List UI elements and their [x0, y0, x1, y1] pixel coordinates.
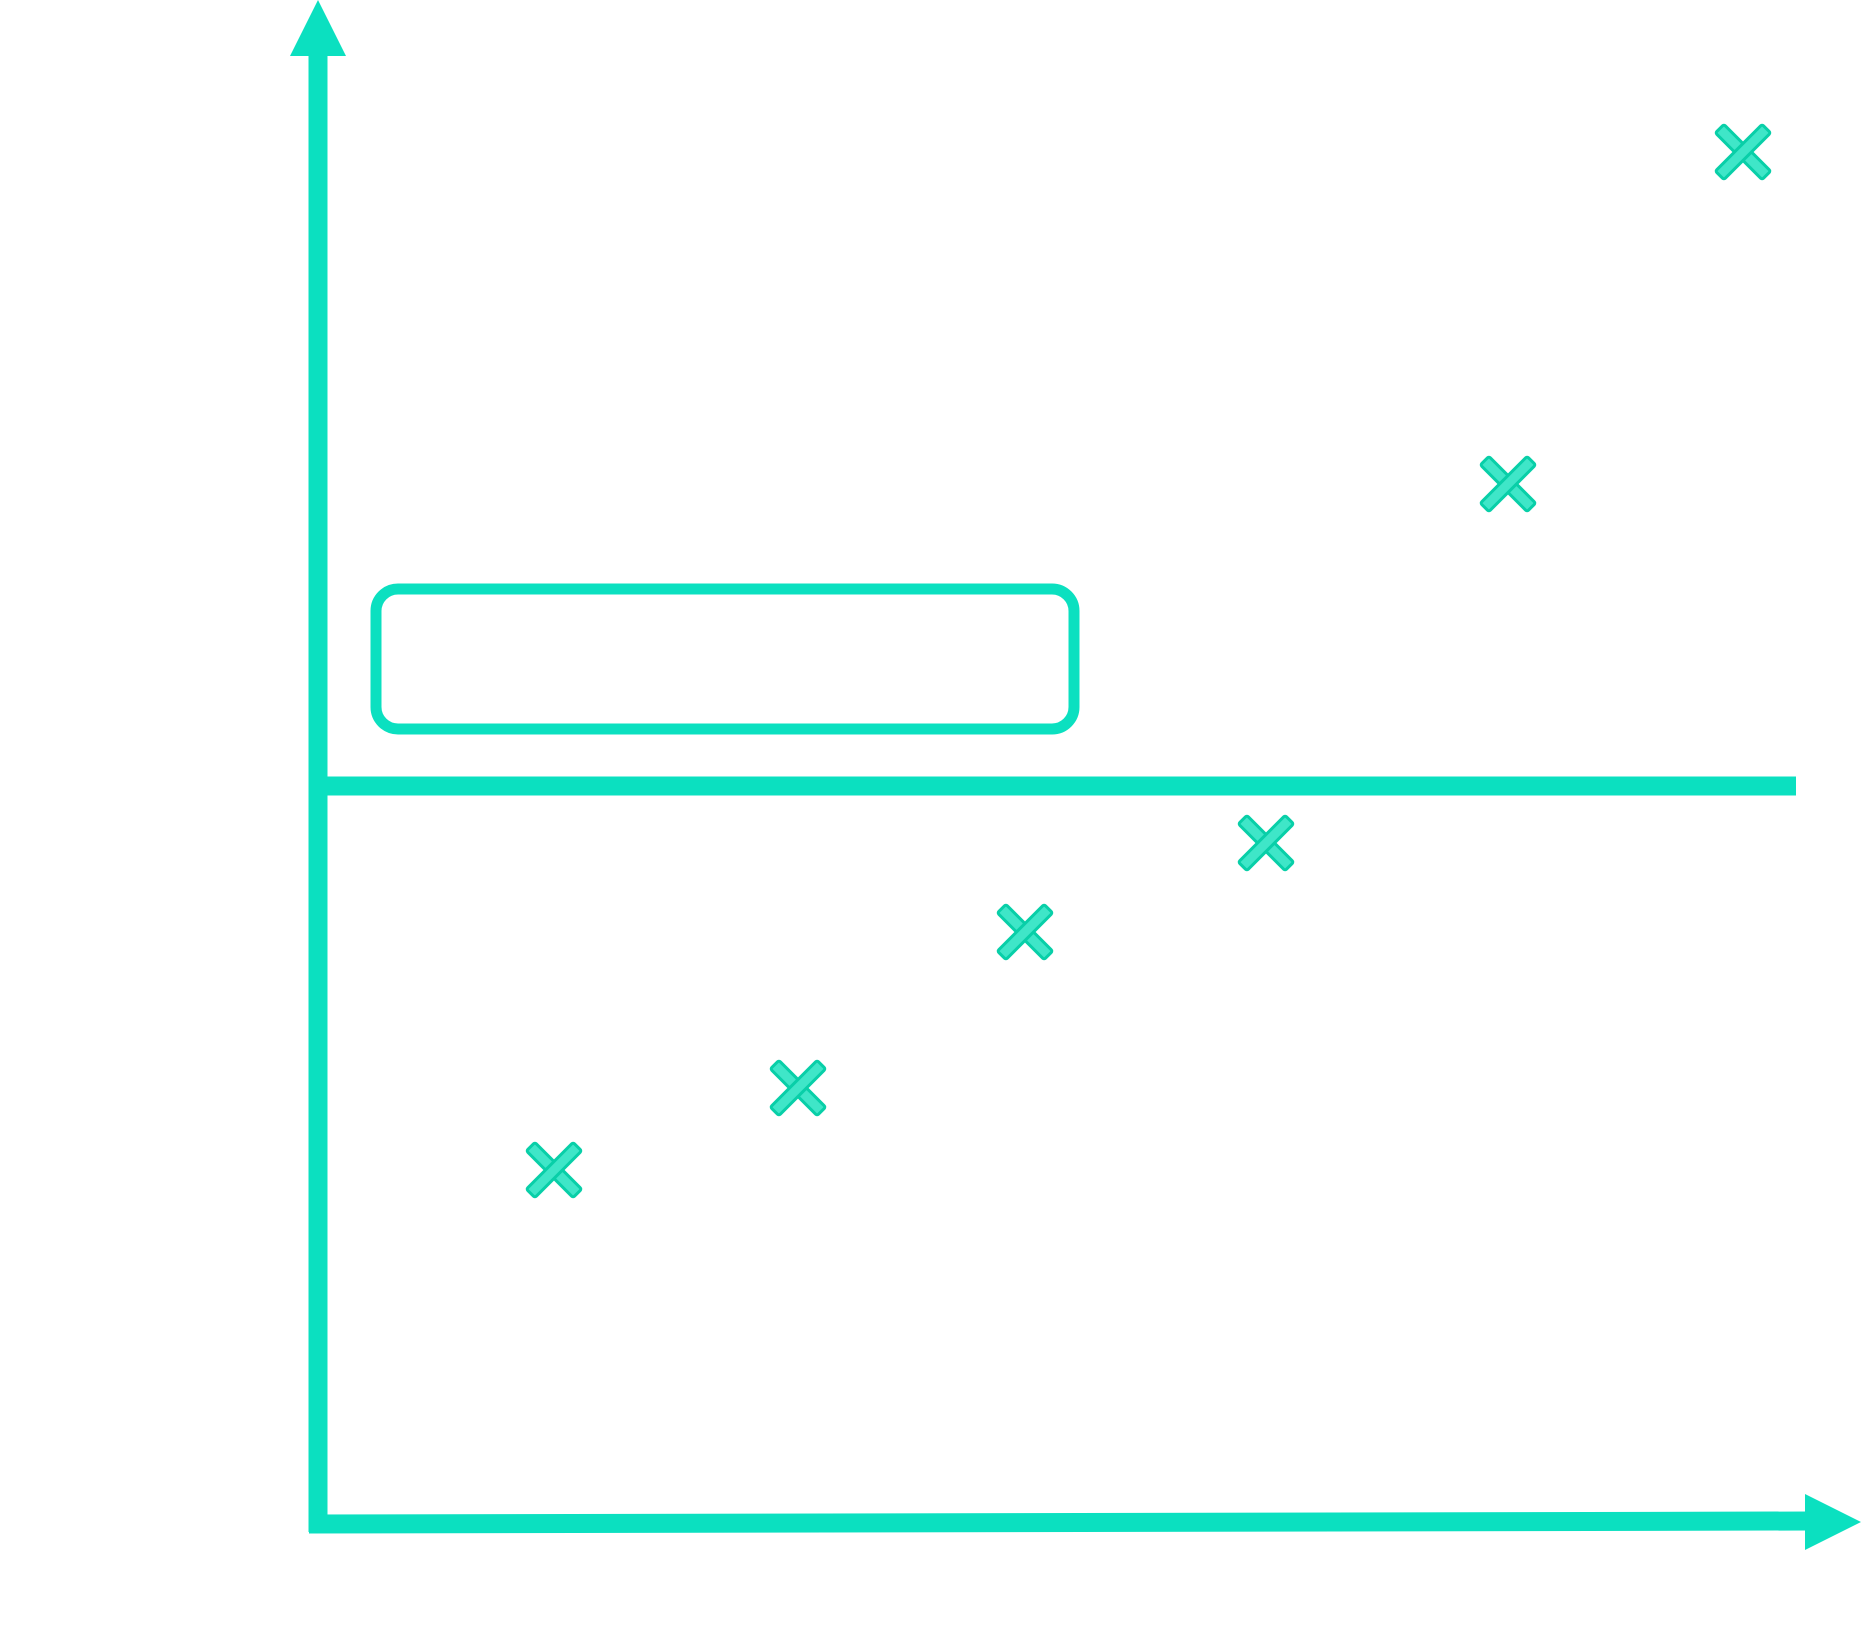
empty-box — [370, 583, 1080, 735]
cross-icon — [1479, 455, 1537, 513]
x-axis — [308, 1511, 1811, 1534]
cross-bar — [525, 1141, 583, 1199]
cross-icon — [1714, 123, 1772, 181]
cross-icon — [525, 1141, 583, 1199]
cross-bar — [769, 1059, 827, 1117]
axes — [290, 0, 1861, 1550]
cross-icon — [769, 1059, 827, 1117]
x-axis-arrow-icon — [1805, 1494, 1861, 1550]
y-axis-arrow-icon — [290, 0, 346, 56]
cross-icon — [996, 903, 1054, 961]
cross-bar — [1479, 455, 1537, 513]
cross-bar — [1237, 814, 1295, 872]
cross-bar — [1714, 123, 1772, 181]
cross-icon — [1237, 814, 1295, 872]
cross-bar — [996, 903, 1054, 961]
markers — [525, 123, 1772, 1199]
